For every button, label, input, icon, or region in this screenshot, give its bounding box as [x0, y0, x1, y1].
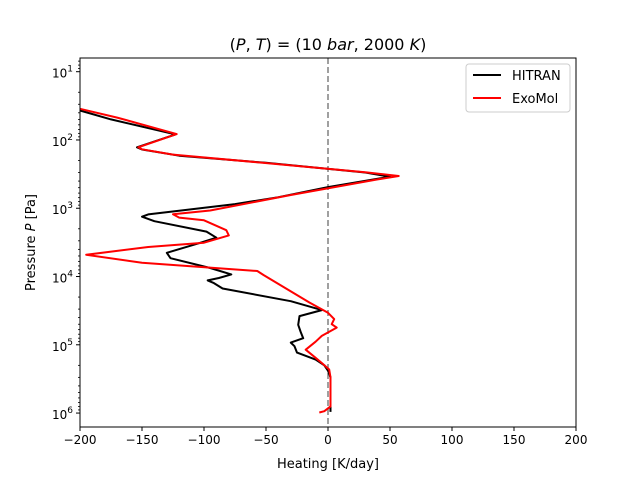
x-tick-label: 50: [382, 433, 397, 447]
x-tick-label: 200: [565, 433, 588, 447]
y-tick-label: 106: [52, 406, 73, 422]
legend-label-exomol: ExoMol: [512, 92, 558, 107]
x-tick-label: −50: [253, 433, 278, 447]
chart-title: (P, T) = (10 bar, 2000 K): [230, 35, 427, 54]
y-tick-label: 103: [52, 201, 73, 217]
legend: HITRAN ExoMol: [465, 63, 571, 113]
x-tick-label: 100: [441, 433, 464, 447]
y-tick-label: 102: [52, 133, 73, 149]
y-tick-label: 105: [52, 338, 73, 354]
x-tick-label: −150: [126, 433, 159, 447]
legend-label-hitran: HITRAN: [512, 69, 561, 84]
y-tick-label: 101: [52, 65, 73, 81]
x-tick-label: 150: [503, 433, 526, 447]
y-tick-label: 104: [52, 270, 73, 286]
x-tick-label: −100: [188, 433, 221, 447]
x-axis-label: Heating [K/day]: [277, 457, 379, 472]
x-tick-label: −200: [64, 433, 97, 447]
x-axis-ticks: −200 −150 −100 −50 0 50 100 150 200: [64, 427, 588, 447]
series-line-exomol: [79, 107, 400, 414]
x-tick-label: 0: [324, 433, 332, 447]
y-axis-ticks: 101 102 103 104 105 106: [52, 60, 80, 422]
plot-frame: [79, 57, 577, 428]
y-axis-label: Pressure P [Pa]: [24, 194, 39, 291]
series-layer: [79, 107, 400, 414]
